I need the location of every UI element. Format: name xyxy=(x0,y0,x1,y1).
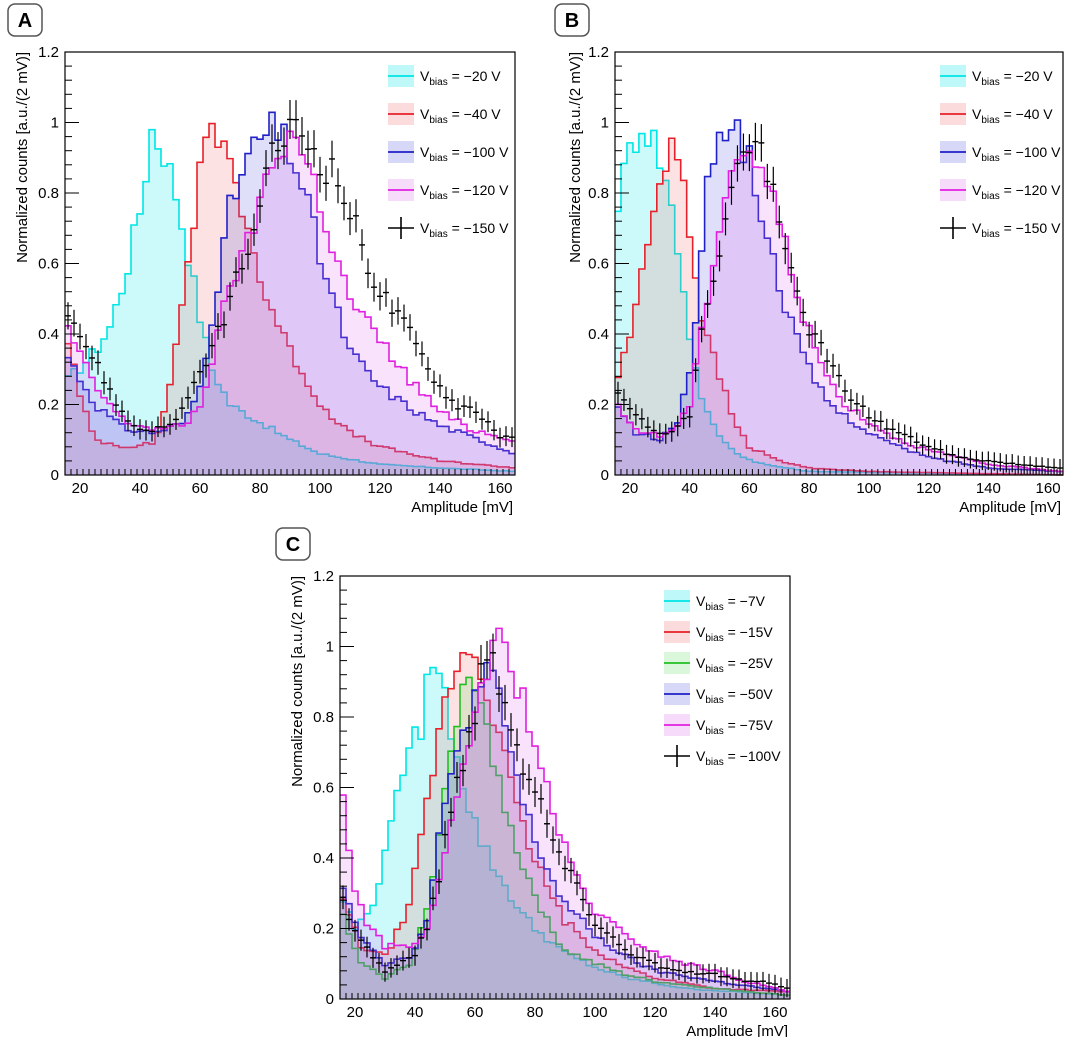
legend-label: Vbias = −40 V xyxy=(420,106,501,126)
plot-area xyxy=(340,576,790,999)
legend-label: Vbias = −100V xyxy=(696,748,781,768)
y-tick-label: 1 xyxy=(601,115,609,132)
x-tick-label: 80 xyxy=(527,1004,544,1021)
series-fill xyxy=(615,151,1063,475)
series-fill xyxy=(65,129,515,476)
y-tick-label: 0.8 xyxy=(588,185,609,202)
legend-label: Vbias = −100 V xyxy=(972,144,1061,164)
legend-label: Vbias = −120 V xyxy=(972,182,1061,202)
series-line xyxy=(65,128,515,473)
y-tick-label: 1 xyxy=(326,639,334,656)
y-tick-label: 1.2 xyxy=(38,44,59,61)
x-tick-label: 60 xyxy=(467,1004,484,1021)
x-tick-label: 20 xyxy=(347,1004,364,1021)
series-line xyxy=(340,666,790,996)
y-tick-label: 0 xyxy=(601,467,609,484)
x-tick-label: 100 xyxy=(582,1004,607,1021)
y-tick-label: 0.8 xyxy=(313,709,334,726)
y-tick-label: 0.6 xyxy=(313,780,334,797)
legend-label: Vbias = −120 V xyxy=(420,182,509,202)
y-tick-label: 0.6 xyxy=(588,256,609,273)
y-tick-label: 1.2 xyxy=(588,44,609,61)
panel-badge xyxy=(554,3,590,37)
y-tick-label: 0.2 xyxy=(588,397,609,414)
x-tick-label: 20 xyxy=(622,480,639,497)
panel-letter: C xyxy=(286,534,300,556)
x-axis-title: Amplitude [mV] xyxy=(686,1023,788,1037)
legend-label: Vbias = −20 V xyxy=(972,68,1053,88)
series-fill xyxy=(340,652,790,999)
series-line xyxy=(340,676,790,996)
y-tick-label: 0.8 xyxy=(38,185,59,202)
x-tick-label: 40 xyxy=(681,480,698,497)
x-tick-label: 100 xyxy=(856,480,881,497)
series-fill xyxy=(65,131,515,475)
series-line xyxy=(65,122,515,469)
y-axis-title: Normalized counts [a.u./(2 mV)] xyxy=(14,52,31,263)
legend-label: Vbias = −75V xyxy=(696,717,773,737)
series-line xyxy=(65,111,515,455)
x-tick-label: 160 xyxy=(762,1004,787,1021)
x-tick-label: 60 xyxy=(192,480,209,497)
y-tick-label: 1.2 xyxy=(313,568,334,585)
y-tick-label: 0.4 xyxy=(38,326,59,343)
x-tick-label: 120 xyxy=(367,480,392,497)
x-tick-label: 140 xyxy=(427,480,452,497)
plot-area xyxy=(615,52,1063,475)
y-tick-label: 0.4 xyxy=(313,850,334,867)
series-line xyxy=(340,627,790,993)
x-tick-label: 120 xyxy=(642,1004,667,1021)
x-tick-label: 40 xyxy=(407,1004,424,1021)
panel-c: 20 40 60 80 100 120 140 160 0 0.2 0.4 0.6 0.8 1 1.2 Amp… xyxy=(275,527,791,1037)
x-tick-label: 80 xyxy=(252,480,269,497)
panel-letter: A xyxy=(18,10,32,32)
y-axis-title: Normalized counts [a.u./(2 mV)] xyxy=(289,576,306,787)
legend-label: Vbias = −150 V xyxy=(420,220,509,240)
legend-label: Vbias = −15V xyxy=(696,624,773,644)
panel-b: 20 40 60 80 100 120 140 160 0 0.2 0.4 0.6 0.8 1 1.2 Amp… xyxy=(554,3,1064,516)
legend-label: Vbias = −100 V xyxy=(420,144,509,164)
panel-letter: B xyxy=(565,10,579,32)
series-fill xyxy=(65,123,515,475)
series-line xyxy=(615,150,1063,473)
legend-label: Vbias = −150 V xyxy=(972,220,1061,240)
legend-label: Vbias = −40 V xyxy=(972,106,1053,126)
x-tick-label: 120 xyxy=(916,480,941,497)
x-tick-label: 140 xyxy=(702,1004,727,1021)
x-tick-label: 100 xyxy=(307,480,332,497)
y-tick-label: 0.6 xyxy=(38,256,59,273)
panel-a: 20 40 60 80 100 120 140 160 0 0.2 0.4 0.6 0.8 1 1.2 Amp… xyxy=(7,3,516,516)
legend-label: Vbias = −25V xyxy=(696,655,773,675)
series-line xyxy=(615,119,1063,473)
x-axis-title: Amplitude [mV] xyxy=(411,499,513,516)
y-tick-label: 1 xyxy=(51,115,59,132)
legend-label: Vbias = −20 V xyxy=(420,68,501,88)
y-tick-label: 0.2 xyxy=(313,921,334,938)
x-tick-label: 80 xyxy=(801,480,818,497)
series-line xyxy=(615,137,1063,476)
series-fill xyxy=(65,112,515,475)
y-axis-title: Normalized counts [a.u./(2 mV)] xyxy=(567,52,584,263)
legend-label: Vbias = −50V xyxy=(696,686,773,706)
series-fill xyxy=(340,628,790,999)
y-tick-label: 0.2 xyxy=(38,397,59,414)
y-tick-label: 0 xyxy=(326,991,334,1008)
x-tick-label: 160 xyxy=(487,480,512,497)
y-tick-label: 0.4 xyxy=(588,326,609,343)
x-tick-label: 20 xyxy=(72,480,89,497)
x-tick-label: 60 xyxy=(741,480,758,497)
series-fill xyxy=(615,120,1063,476)
x-tick-label: 160 xyxy=(1036,480,1061,497)
series-fill xyxy=(340,677,790,999)
y-tick-label: 0 xyxy=(51,467,59,484)
series-fill xyxy=(340,662,790,999)
legend-label: Vbias = −7V xyxy=(696,593,766,613)
series-line xyxy=(340,661,790,993)
panel-badge xyxy=(7,3,43,37)
x-tick-label: 140 xyxy=(976,480,1001,497)
panel-badge xyxy=(275,527,311,561)
x-tick-label: 40 xyxy=(132,480,149,497)
x-axis-title: Amplitude [mV] xyxy=(959,499,1061,516)
